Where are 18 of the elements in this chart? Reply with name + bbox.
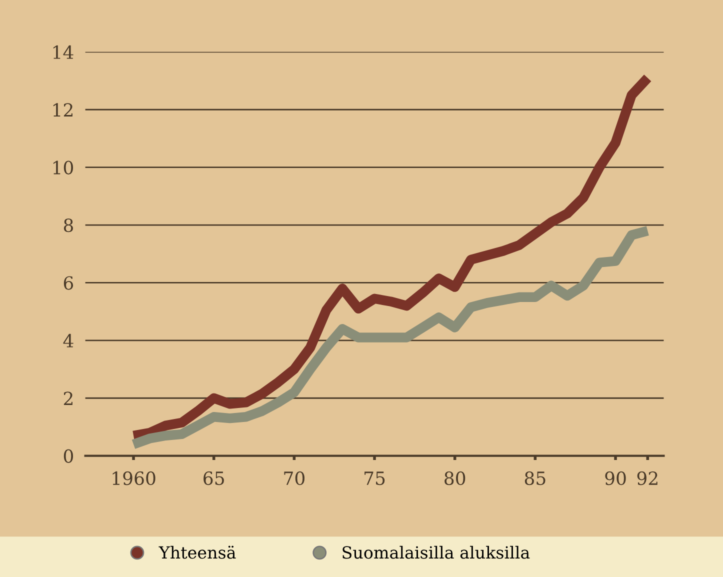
y-tick-label: 14 [53, 45, 74, 59]
x-tick-label: 75 [364, 472, 385, 486]
x-tick-label: 80 [444, 471, 466, 486]
y-tick-label: 6 [64, 276, 74, 290]
legend-label: Suomalaisilla aluksilla [342, 546, 530, 559]
y-tick-label: 4 [63, 334, 74, 348]
x-tick-label: 70 [284, 471, 304, 486]
x-tick-label: 65 [204, 471, 224, 486]
y-tick-label: 2 [64, 392, 72, 405]
y-tick-label: 12 [53, 103, 72, 116]
x-tick-label: 85 [524, 471, 546, 486]
legend-label: Yhteensä [158, 546, 236, 559]
y-tick-label: 8 [64, 218, 73, 232]
x-tick-label: 92 [637, 471, 658, 486]
x-tick-label: 1960 [112, 471, 156, 486]
y-tick-label: 0 [64, 449, 74, 463]
x-tick-label: 90 [605, 471, 626, 486]
y-tick-label: 10 [53, 160, 74, 174]
